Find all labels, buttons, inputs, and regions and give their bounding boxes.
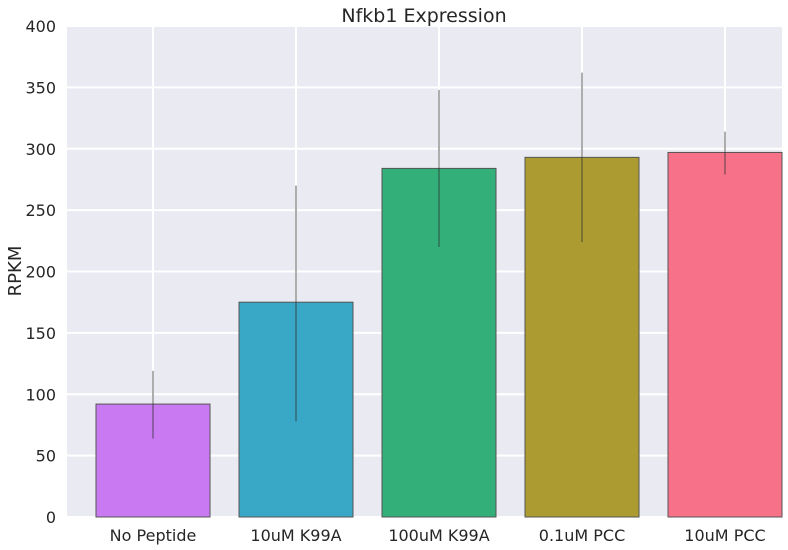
- y-tick-label: 200: [25, 263, 56, 282]
- x-tick-label: 100uM K99A: [388, 526, 489, 545]
- error-bars: [152, 72, 726, 439]
- y-tick-label: 0: [46, 508, 56, 527]
- y-tick-label: 400: [25, 17, 56, 36]
- x-tick-label: 0.1uM PCC: [539, 526, 625, 545]
- y-axis-label: RPKM: [5, 246, 26, 297]
- y-tick-labels: 0 50 100 150 200 250 300 350 400: [25, 17, 56, 527]
- y-tick-label: 350: [25, 78, 56, 97]
- x-tick-labels: No Peptide 10uM K99A 100uM K99A 0.1uM PCC 10…: [110, 526, 766, 545]
- y-tick-label: 300: [25, 140, 56, 159]
- y-tick-label: 100: [25, 385, 56, 404]
- y-tick-label: 50: [36, 447, 56, 466]
- bar: [667, 151, 783, 518]
- x-tick-label: 10uM PCC: [684, 526, 765, 545]
- y-tick-label: 250: [25, 201, 56, 220]
- x-tick-label: No Peptide: [110, 526, 197, 545]
- x-tick-label: 10uM K99A: [250, 526, 341, 545]
- chart-title: Nfkb1 Expression: [341, 5, 506, 27]
- y-tick-label: 150: [25, 324, 56, 343]
